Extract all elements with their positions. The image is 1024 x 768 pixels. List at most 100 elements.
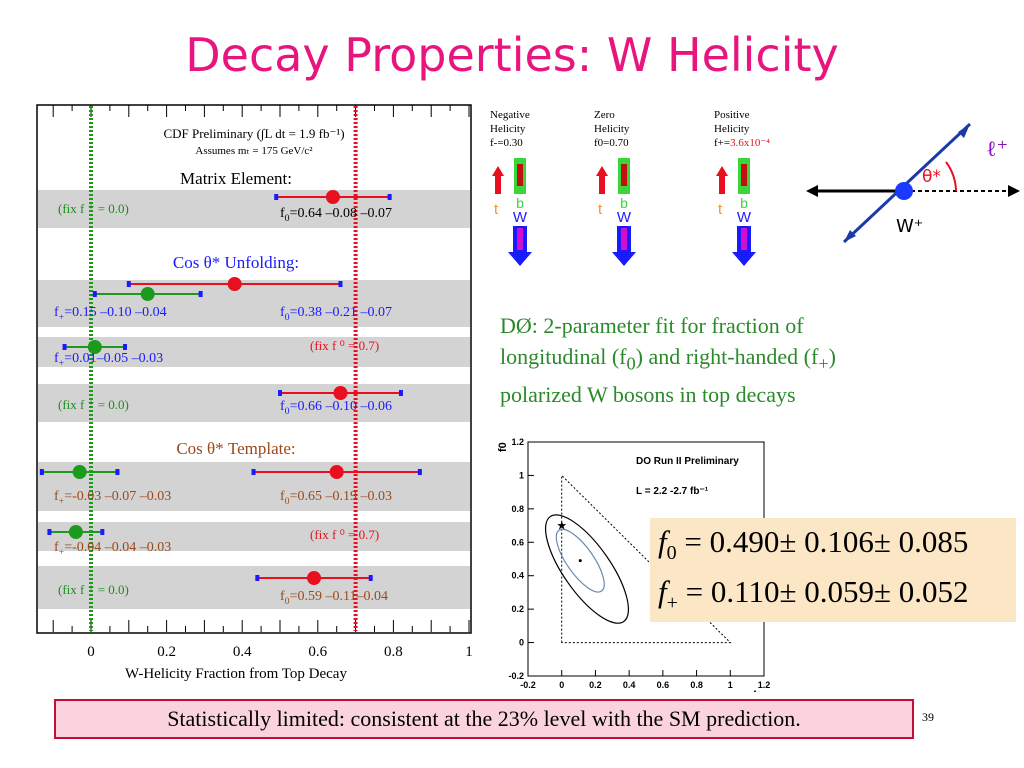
y-tick-label: 0.8: [511, 504, 524, 514]
neutrino-arrowhead: [844, 230, 856, 242]
f0-syst-cap-left: [126, 281, 131, 287]
row-band: [38, 384, 470, 422]
w-label: W: [513, 209, 528, 226]
w-spin-arrow: [517, 228, 523, 250]
f0-syst-cap-right: [368, 575, 373, 581]
contour-95: [544, 514, 630, 624]
contour-luminosity: L = 2.2 -2.7 fb⁻¹: [636, 486, 709, 497]
result-f0: f0 = 0.490± 0.106± 0.085: [658, 524, 968, 565]
y-tick-label: 1: [519, 470, 524, 480]
fplus-syst-cap-left: [62, 344, 67, 350]
fplus-label: f+=0.15 –0.10 –0.04: [54, 305, 167, 323]
y-tick-label: 0.4: [511, 571, 524, 581]
fixed-fplus-note: (fix f ⁺ = 0.0): [58, 397, 129, 412]
f0-label: f0=0.64 –0.08 –0.07: [280, 206, 392, 224]
panel-line1: Positive: [714, 109, 750, 121]
fplus-syst-cap-left: [47, 529, 52, 535]
x-axis-label: f+: [753, 690, 762, 692]
page-number: 39: [922, 710, 934, 724]
fplus-point: [68, 525, 83, 539]
b-spin-arrow: [621, 164, 627, 186]
fplus-syst-cap-left: [92, 291, 97, 297]
physical-region-triangle: [561, 474, 732, 644]
f0-syst-cap-right: [398, 390, 403, 396]
row-band: [38, 566, 470, 609]
x-tick-label: 0: [559, 680, 564, 690]
best-fit-point: [578, 559, 582, 563]
result-fplus-value: = 0.110± 0.059± 0.052: [685, 574, 969, 609]
w-label: W: [737, 209, 752, 226]
y-tick-label: 0: [519, 638, 524, 648]
conclusion-banner: Statistically limited: consistent at the…: [54, 699, 914, 739]
fplus-label: f+=0.01–0.05 –0.03: [54, 351, 163, 369]
fplus-point: [87, 340, 102, 354]
theta-label: θ*: [922, 167, 941, 187]
w-spin-arrow: [621, 228, 627, 250]
row-band: [38, 280, 470, 327]
w-boson-arrowhead: [612, 252, 636, 266]
d0-contour-plot: -0.2 0 0.2 0.4 0.6 0.8 1 1.2 -0.2 0 0.2 0.4 0.6 0.8 1 1…: [497, 437, 770, 692]
contour-68: [555, 528, 605, 593]
d0-sub-f0: 0: [626, 353, 636, 374]
cdf-helicity-chart: CDF Preliminary (∫L dt = 1.9 fb⁻¹) Assume…: [36, 104, 472, 682]
x-tick-label: 0: [87, 644, 95, 660]
f0-label: f0=0.66 –0.10 –0.06: [280, 399, 392, 417]
sm-point-star: ★: [556, 519, 567, 533]
f0-point: [227, 277, 242, 291]
f0-syst-cap-left: [278, 390, 282, 396]
top-quark-arrowhead: [492, 166, 504, 176]
x-axis-label: W-Helicity Fraction from Top Decay: [125, 666, 347, 682]
section-header: Cos θ* Unfolding:: [173, 253, 299, 272]
top-quark-arrowhead: [716, 166, 728, 176]
w-axis-arrowhead: [1008, 185, 1020, 197]
d0-line-1: DØ: 2-parameter fit for fraction of: [500, 313, 804, 338]
result-fplus: f+ = 0.110± 0.059± 0.052: [658, 574, 969, 615]
x-tick-label: 0.8: [690, 680, 703, 690]
panel-line2: Helicity: [594, 123, 630, 135]
f0-point: [329, 465, 344, 479]
f0-point: [307, 571, 322, 585]
x-tick-label: 0.4: [623, 680, 636, 690]
fplus-syst-cap-right: [198, 291, 203, 297]
d0-sub-fplus: +: [818, 353, 829, 374]
result-box: f0 = 0.490± 0.106± 0.085 f+ = 0.110± 0.0…: [650, 518, 1016, 622]
x-tick-label: 0.8: [384, 644, 403, 660]
y-axis-label: f0: [497, 442, 509, 452]
f0-label: f0=0.65 –0.19 –0.03: [280, 489, 392, 507]
x-tick-label: 0.2: [157, 644, 176, 660]
row-band: [38, 337, 470, 367]
lepton-label: ℓ⁺: [986, 137, 1008, 162]
chart-header-line2: Assumes mₜ = 175 GeV/c²: [195, 145, 313, 157]
f0-syst-cap-left: [251, 469, 256, 475]
fixed-fplus-note: (fix f ⁺ = 0.0): [58, 201, 129, 216]
result-f0-sub: 0: [666, 542, 677, 565]
b-spin-arrow: [517, 164, 523, 186]
f0-label: f0=0.59 –0.11–0.04: [280, 589, 388, 607]
f0-syst-cap-right: [338, 281, 343, 287]
d0-line-2-post: ): [828, 344, 836, 369]
panel-line2: Helicity: [714, 123, 750, 135]
b-label: b: [516, 195, 524, 211]
w-decay-diagram: θ*ℓ⁺bW⁺: [806, 122, 1020, 244]
y-tick-label: 0.2: [511, 604, 524, 614]
d0-description: DØ: 2-parameter fit for fraction of long…: [500, 310, 980, 410]
x-tick-label: 0.2: [589, 680, 602, 690]
fixed-f0-note: (fix f ⁰ = 0.7): [310, 338, 379, 353]
top-label: t: [598, 201, 603, 218]
slide-title: Decay Properties: W Helicity: [185, 28, 839, 82]
top-quark-arrow: [599, 174, 605, 194]
top-label: t: [718, 201, 723, 218]
d0-line-2-pre: longitudinal (f: [500, 344, 627, 369]
y-tick-label: 1.2: [511, 437, 524, 447]
x-tick-label: 0.6: [308, 644, 327, 660]
result-f0-value: = 0.490± 0.106± 0.085: [684, 524, 969, 559]
w-spin-arrow: [741, 228, 747, 250]
fixed-f0-note: (fix f ⁰ = 0.7): [310, 527, 379, 542]
panel-line1: Zero: [594, 109, 615, 121]
panel-value: f-=0.30: [490, 137, 523, 149]
b-label: b: [740, 195, 748, 211]
section-header: Cos θ* Template:: [176, 439, 295, 458]
b-label: b: [620, 195, 628, 211]
fplus-syst-cap-right: [100, 529, 105, 535]
f0-label: f0=0.38 –0.21 –0.07: [280, 305, 392, 323]
